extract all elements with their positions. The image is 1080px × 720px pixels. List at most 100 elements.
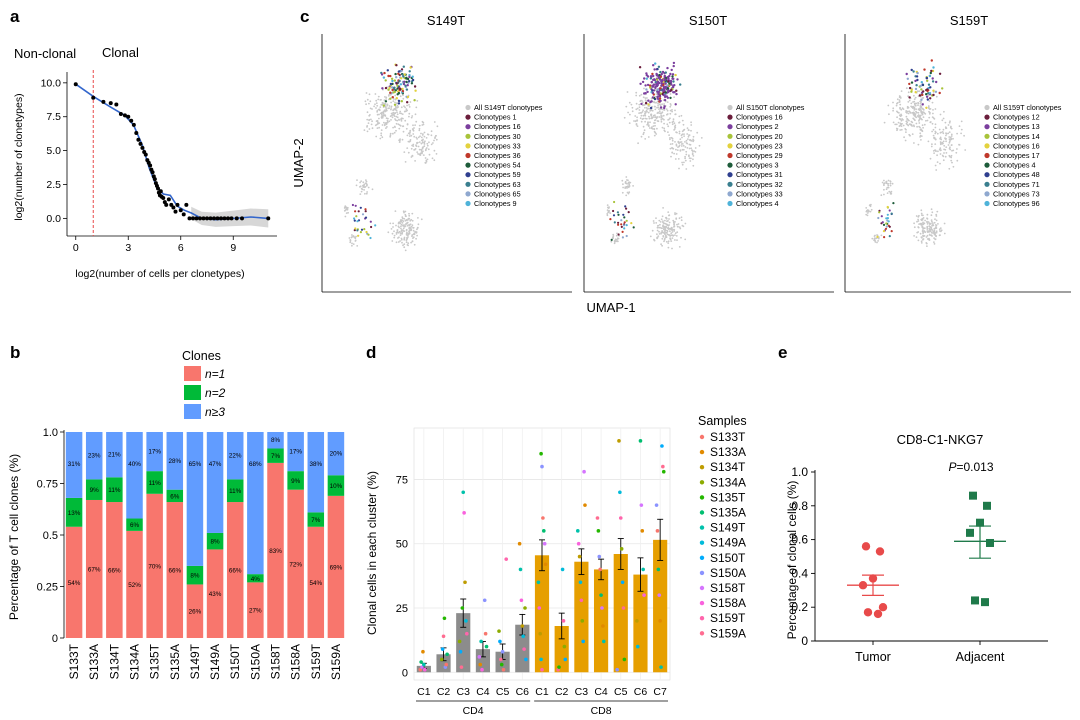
umap-clonotype-cell	[928, 92, 932, 95]
d-sample-point	[460, 606, 465, 610]
umap-cell	[642, 117, 645, 120]
umap-legend-dot	[984, 104, 990, 111]
a-point	[143, 152, 148, 157]
d-legend-label: S133A	[710, 445, 746, 459]
umap-cell	[943, 148, 945, 151]
umap-cell	[395, 109, 398, 112]
umap-cell	[409, 101, 412, 103]
umap-cell	[877, 240, 879, 242]
umap-cell	[662, 207, 664, 209]
umap-cell	[674, 234, 676, 237]
umap-cell	[656, 127, 658, 130]
umap-cell	[435, 138, 438, 141]
b-bar-label: 47%	[209, 461, 222, 468]
umap-cell	[900, 128, 903, 131]
b-bar-label: 83%	[269, 548, 282, 555]
umap-cell	[680, 145, 683, 147]
umap-cell	[686, 133, 689, 135]
umap-cell	[409, 219, 412, 222]
a-point	[178, 208, 183, 213]
umap-clonotype-cell	[668, 74, 671, 78]
umap-cell	[932, 134, 935, 137]
umap-cell	[645, 117, 648, 120]
umap-cell	[654, 105, 656, 108]
umap-cell	[675, 148, 677, 151]
umap-cell	[383, 121, 385, 124]
umap-cell	[908, 123, 911, 125]
umap-cell	[669, 143, 672, 146]
umap-cell	[871, 237, 874, 240]
b-bar-label: 40%	[128, 461, 141, 468]
umap-cell	[936, 210, 939, 213]
umap-cell	[385, 98, 387, 100]
umap-clonotype-cell	[403, 73, 406, 76]
umap-cell	[937, 150, 939, 153]
umap-cell	[933, 152, 935, 155]
umap-clonotype-cell	[656, 67, 659, 71]
umap-cell	[384, 114, 386, 116]
a-point	[129, 118, 134, 123]
umap-cell	[645, 109, 648, 112]
b-bar-segment	[126, 432, 143, 519]
d-legend-label: S149A	[710, 536, 746, 550]
umap-cell	[921, 130, 924, 133]
d-sample-point	[482, 598, 487, 603]
umap-clonotype-cell	[374, 224, 377, 227]
umap-clonotype-cell	[880, 215, 883, 218]
umap-cell	[900, 108, 903, 111]
umap-cell	[866, 212, 869, 214]
umap-cell	[950, 133, 953, 136]
umap-cell	[378, 113, 380, 116]
a-point	[156, 186, 160, 191]
umap-clonotype-cell	[644, 101, 648, 105]
umap-legend-dot	[465, 124, 471, 130]
umap-clonotype-cell	[409, 66, 412, 69]
d-sample-point	[522, 647, 526, 651]
a-y-tick-label: 0.0	[46, 213, 61, 225]
umap-cell	[421, 134, 424, 136]
a-point	[187, 216, 192, 221]
umap-cell	[394, 101, 396, 104]
umap-cell	[394, 118, 396, 120]
umap-cell	[930, 219, 933, 222]
d-sample-point	[464, 619, 468, 623]
umap-cell	[934, 138, 937, 141]
umap-cell	[688, 143, 691, 146]
umap-cell	[350, 236, 353, 239]
b-bar-label: 8%	[271, 437, 281, 444]
umap-cell	[628, 185, 631, 187]
umap-cell	[887, 104, 890, 107]
umap-cell	[685, 139, 688, 142]
umap-cell	[407, 151, 410, 154]
b-bar-segment	[247, 432, 264, 575]
umap-cell	[668, 214, 671, 217]
umap-cell	[631, 106, 634, 109]
umap-cell	[924, 231, 927, 234]
umap-cell	[940, 131, 942, 134]
umap-cell	[907, 95, 909, 97]
umap-cell	[639, 100, 642, 103]
umap-cell	[657, 235, 660, 238]
umap-cell	[928, 225, 931, 228]
umap-clonotype-cell	[359, 231, 362, 234]
umap-clonotype-cell	[930, 59, 933, 62]
umap-cell	[644, 97, 647, 99]
umap-clonotype-cell	[355, 215, 358, 218]
umap-cell	[395, 129, 397, 132]
umap-cell	[430, 130, 433, 133]
umap-cell	[673, 223, 676, 225]
umap-clonotype-cell	[666, 84, 669, 87]
umap-legend-dot	[727, 133, 733, 139]
umap-cell	[424, 149, 427, 152]
d-legend-dot	[699, 570, 705, 576]
umap-cell	[420, 218, 423, 221]
umap-clonotype-cell	[928, 74, 932, 78]
umap-cell	[653, 222, 655, 224]
umap-cell	[883, 179, 885, 182]
umap-cell	[623, 116, 626, 119]
umap-legend-dot	[727, 152, 733, 159]
umap-cell	[669, 105, 672, 108]
umap-cell	[612, 233, 615, 236]
umap-clonotype-cell	[413, 85, 417, 88]
